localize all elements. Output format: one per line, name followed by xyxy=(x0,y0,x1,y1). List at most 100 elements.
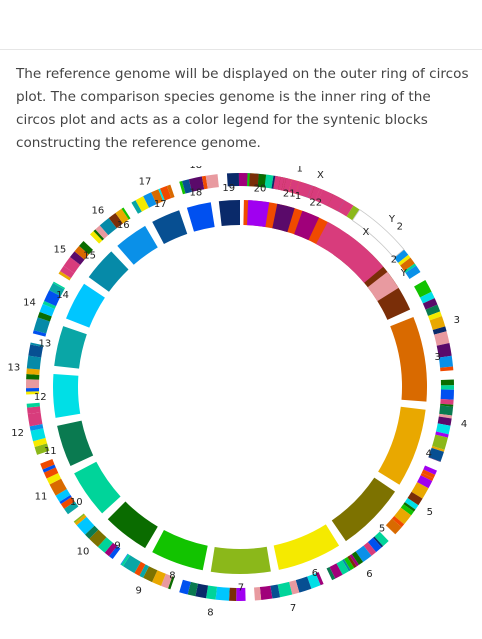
outer-block xyxy=(104,542,117,557)
outer-block xyxy=(355,545,372,563)
outer-block xyxy=(26,368,40,375)
inner-chromosome-1 xyxy=(243,200,341,251)
inner-chromosome-7 xyxy=(210,546,271,575)
outer-block xyxy=(247,173,250,187)
outer-block xyxy=(420,472,434,481)
outer-block xyxy=(400,257,415,271)
outer-block xyxy=(422,298,438,310)
outer-block xyxy=(52,281,66,290)
outer-chromosome-label: 17 xyxy=(139,176,152,187)
outer-block xyxy=(201,175,208,190)
outer-chromosome-16 xyxy=(90,207,131,244)
outer-block xyxy=(374,531,389,547)
outer-block xyxy=(195,583,209,599)
outer-block xyxy=(205,174,219,189)
outer-block xyxy=(425,304,441,316)
outer-block xyxy=(346,205,362,222)
outer-block xyxy=(32,437,48,447)
outer-block xyxy=(179,181,186,195)
outer-block xyxy=(398,254,411,266)
outer-chromosome-15 xyxy=(58,241,93,281)
outer-chromosome-label: 5 xyxy=(427,507,433,518)
inner-chromosome-label: 13 xyxy=(39,338,52,349)
outer-chromosome-14 xyxy=(32,281,66,337)
outer-block xyxy=(431,445,445,452)
outer-block xyxy=(64,501,79,515)
outer-block xyxy=(439,405,454,416)
outer-chromosome-8 xyxy=(179,579,246,602)
outer-block xyxy=(438,355,454,368)
outer-block xyxy=(73,513,85,524)
outer-chromosome-x xyxy=(273,175,354,217)
inner-chromosome-8 xyxy=(152,530,208,571)
outer-block xyxy=(59,494,72,505)
inner-chromosome-label: 7 xyxy=(238,583,244,594)
outer-block xyxy=(440,398,454,405)
outer-block xyxy=(257,173,267,188)
outer-block xyxy=(33,317,50,334)
inner-chromosome-11 xyxy=(57,420,94,467)
outer-chromosome-label: 19 xyxy=(241,166,254,167)
outer-block xyxy=(42,300,57,309)
inner-chromosome-label: 17 xyxy=(154,199,167,210)
outer-block xyxy=(120,553,129,565)
outer-chromosome-5 xyxy=(385,465,437,535)
outer-block xyxy=(143,566,158,583)
outer-block xyxy=(351,551,364,565)
outer-block xyxy=(74,514,87,526)
description-text: The reference genome will be displayed o… xyxy=(16,66,469,151)
inner-chromosome-20 xyxy=(247,200,270,227)
outer-block xyxy=(400,504,414,516)
outer-block xyxy=(226,173,239,187)
outer-block xyxy=(281,177,287,191)
inner-chromosome-x xyxy=(316,221,384,283)
outer-block xyxy=(373,536,384,548)
outer-block xyxy=(160,185,172,201)
outer-chromosome-label: 11 xyxy=(35,492,48,503)
inner-chromosome-label: 6 xyxy=(312,568,318,579)
outer-chromosome-12 xyxy=(26,402,50,455)
outer-chromosome-label: 4 xyxy=(461,419,467,430)
outer-block xyxy=(344,556,355,571)
outer-chromosome-7 xyxy=(254,572,324,601)
outer-block xyxy=(89,529,107,547)
outer-block xyxy=(270,584,281,599)
outer-block xyxy=(44,290,61,307)
outer-block xyxy=(391,515,405,528)
outer-block xyxy=(161,573,173,589)
outer-block xyxy=(25,379,40,389)
outer-chromosome-label: 2 xyxy=(397,221,403,232)
outer-block xyxy=(166,184,175,199)
outer-block xyxy=(39,303,55,317)
top-divider xyxy=(0,0,482,50)
inner-chromosome-15 xyxy=(88,251,129,292)
outer-block xyxy=(315,572,324,586)
outer-block xyxy=(26,402,40,408)
outer-block xyxy=(158,188,165,202)
outer-block xyxy=(440,389,454,400)
outer-chromosome-label: 16 xyxy=(92,206,105,217)
outer-block xyxy=(95,225,109,239)
inner-chromosome-19 xyxy=(218,200,240,227)
inner-chromosome-16 xyxy=(117,225,158,265)
outer-block xyxy=(55,489,71,502)
outer-chromosome-label: 6 xyxy=(366,569,372,580)
inner-ring xyxy=(53,200,427,575)
inner-chromosome-10 xyxy=(74,461,121,514)
inner-chromosome-5 xyxy=(331,477,396,542)
outer-block xyxy=(394,507,412,525)
outer-chromosome-17 xyxy=(131,184,175,214)
outer-block xyxy=(417,475,433,489)
outer-block xyxy=(289,580,300,595)
outer-block xyxy=(404,498,419,510)
outer-block xyxy=(273,175,281,190)
outer-chromosome-label: 7 xyxy=(290,603,296,614)
outer-chromosome-13 xyxy=(25,342,44,395)
outer-block xyxy=(307,573,321,589)
outer-block xyxy=(90,231,103,244)
inner-chromosome-label: 18 xyxy=(190,187,203,198)
outer-block xyxy=(26,355,42,370)
outer-block xyxy=(278,176,285,191)
inner-chromosome-label: 10 xyxy=(70,497,83,508)
